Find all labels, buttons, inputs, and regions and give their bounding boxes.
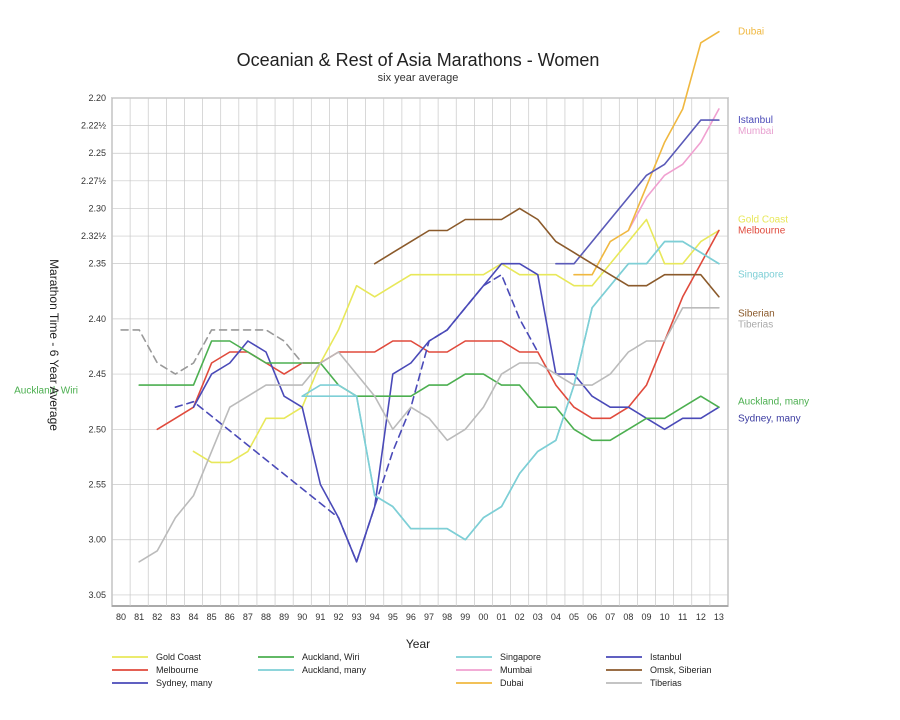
series-line-singapore <box>301 240 720 541</box>
legend-label: Gold Coast <box>156 652 202 662</box>
end-label: Melbourne <box>738 226 786 237</box>
y-ticks: 2.20 2.22½ 2.25 2.27½ 2.30 2.32½ 2.35 2.40 2.45 2… <box>81 93 107 600</box>
x-tick-label: 80 <box>116 612 126 622</box>
x-tick-label: 12 <box>696 612 706 622</box>
legend-label: Auckland, many <box>302 665 367 675</box>
y-axis-label: Marathon Time - 6 Year Average <box>47 259 61 431</box>
x-tick-label: 81 <box>134 612 144 622</box>
x-tick-label: 92 <box>333 612 343 622</box>
end-label: Sydney, many <box>738 413 801 424</box>
x-ticks: 80 81 82 83 84 85 86 87 88 89 90 91 92 93 94 95 96 97 98 99… <box>116 612 724 622</box>
end-label: Dubai <box>738 27 764 38</box>
x-tick-label: 07 <box>605 612 615 622</box>
y-tick-label: 2.30 <box>88 203 106 213</box>
y-tick-label: 2.50 <box>88 424 106 434</box>
chart-subtitle: six year average <box>378 72 459 84</box>
series-line-mumbai <box>627 108 720 232</box>
y-tick-label: 2.45 <box>88 369 106 379</box>
legend-label: Sydney, many <box>156 678 213 688</box>
series-line-tiberias <box>138 306 720 563</box>
legend-label: Auckland, Wiri <box>302 652 360 662</box>
series-line-tiberias-dashed- <box>120 329 304 375</box>
x-tick-label: 90 <box>297 612 307 622</box>
x-tick-label: 87 <box>243 612 253 622</box>
legend-label: Istanbul <box>650 652 682 662</box>
x-tick-label: 98 <box>442 612 452 622</box>
y-tick-label: 2.35 <box>88 259 106 269</box>
end-label: Tiberias <box>738 319 773 330</box>
x-tick-label: 10 <box>660 612 670 622</box>
y-tick-label: 3.05 <box>88 590 106 600</box>
x-tick-label: 82 <box>152 612 162 622</box>
series-line-auckland-wiri <box>138 340 720 442</box>
legend-label: Singapore <box>500 652 541 662</box>
end-label: Istanbul <box>738 115 773 126</box>
legend-label: Tiberias <box>650 678 682 688</box>
x-tick-label: 97 <box>424 612 434 622</box>
y-tick-label: 2.25 <box>88 148 106 158</box>
x-tick-label: 91 <box>315 612 325 622</box>
y-tick-label: 2.40 <box>88 314 106 324</box>
series-lines <box>120 30 720 563</box>
x-tick-label: 06 <box>587 612 597 622</box>
x-tick-label: 13 <box>714 612 724 622</box>
left-label: Auckland, Wiri <box>14 386 78 397</box>
x-tick-label: 02 <box>515 612 525 622</box>
x-tick-label: 08 <box>623 612 633 622</box>
y-tick-label: 2.55 <box>88 480 106 490</box>
y-tick-label: 2.27½ <box>81 176 107 186</box>
y-tick-label: 2.20 <box>88 93 106 103</box>
x-tick-label: 96 <box>406 612 416 622</box>
end-label: Mumbai <box>738 126 774 137</box>
x-tick-label: 95 <box>388 612 398 622</box>
x-tick-label: 11 <box>678 612 687 622</box>
end-label: Gold Coast <box>738 214 788 225</box>
series-line-istanbul <box>555 119 720 265</box>
y-tick-label: 2.22½ <box>81 121 107 131</box>
x-tick-label: 89 <box>279 612 289 622</box>
x-tick-label: 05 <box>569 612 579 622</box>
legend-label: Dubai <box>500 678 524 688</box>
x-tick-label: 94 <box>370 612 380 622</box>
series-line-omsk-siberian <box>373 207 720 298</box>
x-tick-label: 04 <box>551 612 561 622</box>
x-tick-label: 84 <box>189 612 199 622</box>
grid <box>111 97 729 607</box>
legend-label: Omsk, Siberian <box>650 665 712 675</box>
series-line-dubai <box>573 30 720 276</box>
y-tick-label: 3.00 <box>88 535 106 545</box>
x-tick-label: 00 <box>478 612 488 622</box>
chart-title: Oceanian & Rest of Asia Marathons - Wome… <box>237 50 600 70</box>
x-tick-label: 99 <box>460 612 470 622</box>
x-tick-label: 83 <box>170 612 180 622</box>
x-tick-label: 93 <box>352 612 362 622</box>
x-tick-label: 03 <box>533 612 543 622</box>
end-label: Siberian <box>738 308 775 319</box>
legend-label: Melbourne <box>156 665 199 675</box>
x-tick-label: 86 <box>225 612 235 622</box>
x-tick-label: 01 <box>497 612 507 622</box>
x-tick-label: 85 <box>207 612 217 622</box>
x-tick-label: 09 <box>641 612 651 622</box>
series-line-gold-coast <box>192 218 720 464</box>
series-line-sydney-many-dashed- <box>174 273 539 563</box>
y-tick-label: 2.32½ <box>81 231 107 241</box>
x-tick-label: 88 <box>261 612 271 622</box>
legend-label: Mumbai <box>500 665 532 675</box>
end-label: Singapore <box>738 270 784 281</box>
x-axis-label: Year <box>406 637 430 651</box>
legend: Gold Coast Auckland, Wiri Singapore Istanbu… <box>112 652 712 688</box>
end-label: Auckland, many <box>738 397 809 408</box>
